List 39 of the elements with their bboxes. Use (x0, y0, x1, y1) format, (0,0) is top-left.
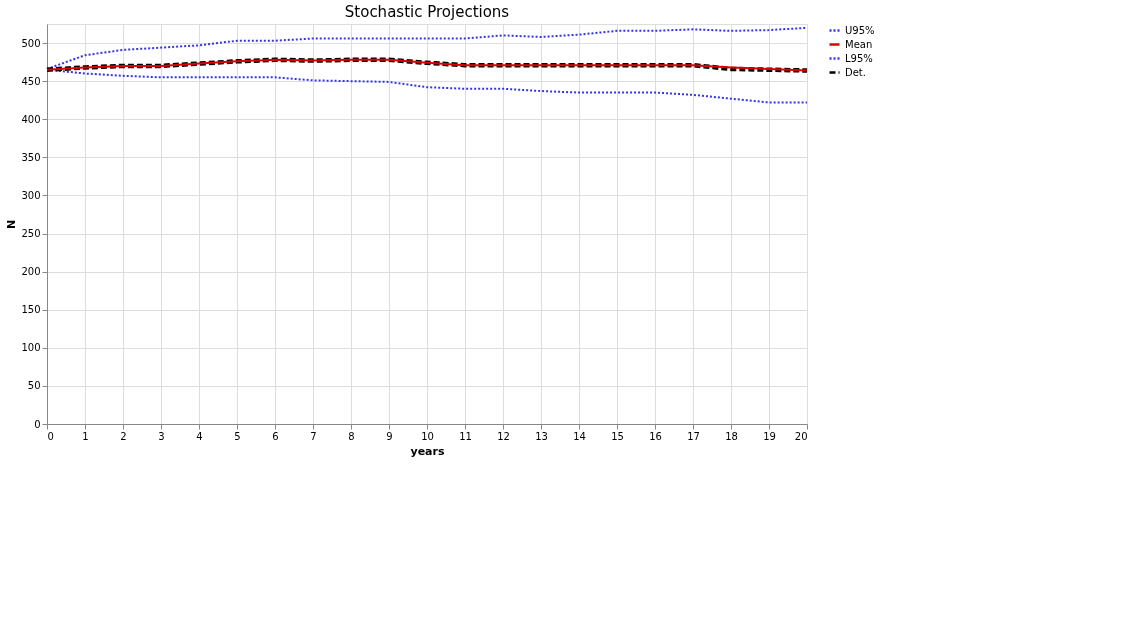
x-tick-label: 7 (310, 430, 317, 442)
x-tick-label: 6 (272, 430, 279, 442)
x-tick-label: 2 (120, 430, 127, 442)
y-tick-label: 450 (21, 75, 41, 87)
legend-label: Det. (845, 66, 866, 78)
x-tick-label: 9 (386, 430, 393, 442)
y-tick-label: 50 (27, 380, 41, 392)
y-tick-label: 500 (21, 37, 41, 49)
x-tick-label: 13 (535, 430, 548, 442)
x-axis-title: years (410, 444, 445, 458)
x-tick-label: 17 (687, 430, 700, 442)
y-axis-title: N (5, 219, 19, 230)
x-tick-label: 14 (573, 430, 586, 442)
y-tick-label: 0 (34, 418, 41, 430)
y-tick-label: 250 (21, 228, 41, 240)
y-tick-label: 300 (21, 189, 41, 201)
x-tick-label: 12 (497, 430, 510, 442)
x-tick-label: 8 (348, 430, 355, 442)
y-tick-label: 350 (21, 151, 41, 163)
y-tick-label: 150 (21, 304, 41, 316)
chart-title: Stochastic Projections (344, 3, 510, 21)
x-tick-label: 4 (196, 430, 203, 442)
x-tick-label: 11 (459, 430, 472, 442)
y-tick-label: 200 (21, 266, 41, 278)
legend-label: Mean (845, 38, 873, 50)
y-tick-label: 100 (21, 342, 41, 354)
x-tick-label: 1 (82, 430, 89, 442)
x-tick-label: 18 (725, 430, 738, 442)
x-tick-label: 20 (794, 430, 808, 442)
x-tick-label: 0 (47, 430, 54, 442)
x-tick-label: 16 (649, 430, 662, 442)
x-tick-label: 10 (421, 430, 434, 442)
legend-label: U95% (845, 24, 875, 36)
y-tick-label: 400 (21, 113, 41, 125)
legend-label: L95% (845, 52, 873, 64)
x-tick-label: 3 (158, 430, 165, 442)
x-tick-label: 19 (763, 430, 776, 442)
x-tick-label: 5 (234, 430, 241, 442)
x-tick-label: 15 (611, 430, 624, 442)
